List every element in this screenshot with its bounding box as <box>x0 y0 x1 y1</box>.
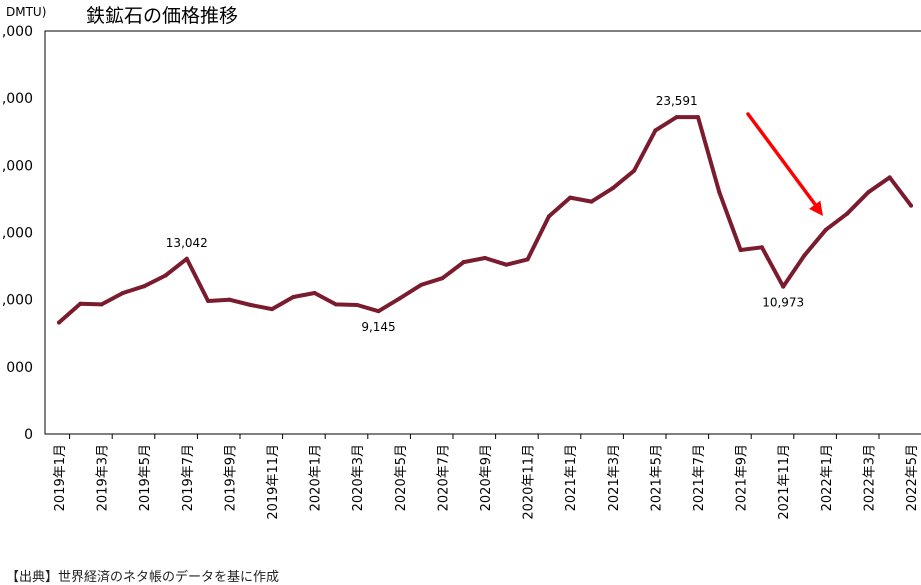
x-tick-label: 2020年1月 <box>309 444 324 511</box>
data-point <box>546 214 551 219</box>
arrow-head <box>809 200 823 216</box>
x-tick-label: 2019年1月 <box>53 444 68 511</box>
data-point <box>823 227 828 232</box>
y-tick-label: ,000 <box>2 91 33 107</box>
data-point <box>142 284 147 289</box>
y-tick-label: 000 <box>6 360 33 376</box>
plot-frame <box>44 30 921 435</box>
data-point <box>355 303 360 308</box>
unit-label: DMTU) <box>6 5 46 19</box>
x-tick-label: 2022年1月 <box>820 444 835 511</box>
x-tick-label: 2021年7月 <box>692 444 707 511</box>
x-tick-label: 2020年11月 <box>522 444 537 520</box>
data-point <box>589 199 594 204</box>
data-label: 9,145 <box>361 320 395 334</box>
x-tick-label: 2021年1月 <box>564 444 579 511</box>
y-tick-label: ,000 <box>2 158 33 174</box>
x-tick-label: 2020年5月 <box>394 444 409 511</box>
chart-title: 鉄鉱石の価格推移 <box>86 5 238 27</box>
data-point <box>781 284 786 289</box>
x-tick-label: 2019年5月 <box>138 444 153 511</box>
data-point <box>397 296 402 301</box>
x-tick-label: 2021年11月 <box>777 444 792 520</box>
data-point <box>419 282 424 287</box>
data-point <box>99 302 104 307</box>
data-point <box>483 256 487 261</box>
data-point <box>525 257 530 262</box>
data-point <box>610 186 615 191</box>
price-series-line <box>57 115 913 325</box>
data-point <box>887 175 892 180</box>
data-point <box>632 168 637 173</box>
data-point <box>568 195 573 200</box>
data-point <box>333 302 338 307</box>
series-layer <box>57 115 913 325</box>
x-tick-label: 2020年3月 <box>351 444 366 511</box>
x-tick-label: 2022年3月 <box>862 444 877 511</box>
data-point <box>440 276 445 281</box>
source-note: 【出典】世界経済のネタ帳のデータを基に作成 <box>6 570 280 585</box>
x-tick-label: 2022年5月 <box>905 444 920 511</box>
data-point <box>248 303 253 308</box>
data-point <box>312 290 317 295</box>
x-tick-label: 2019年9月 <box>223 444 238 511</box>
data-point <box>163 273 168 278</box>
arrow-shaft <box>746 112 819 209</box>
x-tick-label: 2021年9月 <box>735 444 750 511</box>
data-point <box>909 203 913 208</box>
x-tick-label: 2020年7月 <box>436 444 451 511</box>
data-point <box>674 115 679 120</box>
data-label: 13,042 <box>166 236 208 250</box>
data-point <box>227 297 232 302</box>
data-point <box>461 260 466 265</box>
data-point <box>291 294 296 299</box>
data-point <box>759 245 764 250</box>
data-point <box>376 309 381 314</box>
data-point <box>504 262 509 267</box>
data-point <box>866 190 871 195</box>
data-point <box>78 301 83 306</box>
y-tick-label: ,000 <box>2 226 33 242</box>
plot-area-border <box>44 30 921 435</box>
x-tick-label: 2021年5月 <box>649 444 664 511</box>
data-point <box>653 128 658 133</box>
data-point <box>696 115 700 120</box>
x-tick-label: 2019年7月 <box>181 444 196 511</box>
data-point <box>802 253 807 258</box>
data-label: 10,973 <box>762 296 804 310</box>
x-tick-label: 2019年3月 <box>96 444 111 511</box>
data-point <box>738 247 743 252</box>
trend-arrow <box>746 112 823 216</box>
x-tick-label: 2021年3月 <box>607 444 622 511</box>
data-point <box>206 299 211 304</box>
data-point <box>845 211 850 216</box>
data-label: 23,591 <box>656 94 698 108</box>
y-tick-label: 0 <box>24 427 33 443</box>
x-tick-label: 2020年9月 <box>479 444 494 511</box>
data-point <box>184 256 189 261</box>
y-tick-label: ,000 <box>2 293 33 309</box>
x-axis-labels: 2019年1月 2019年3月 2019年5月 2019年7月 2019年9月 2019年… <box>53 434 920 520</box>
data-point <box>717 190 722 195</box>
data-point <box>120 290 125 295</box>
y-tick-label: ,000 <box>2 24 33 40</box>
data-point <box>57 320 61 325</box>
data-point <box>270 307 274 312</box>
data-label-layer: 13,042 9,145 23,591 10,973 <box>166 94 804 334</box>
x-tick-label: 2019年11月 <box>266 444 281 520</box>
